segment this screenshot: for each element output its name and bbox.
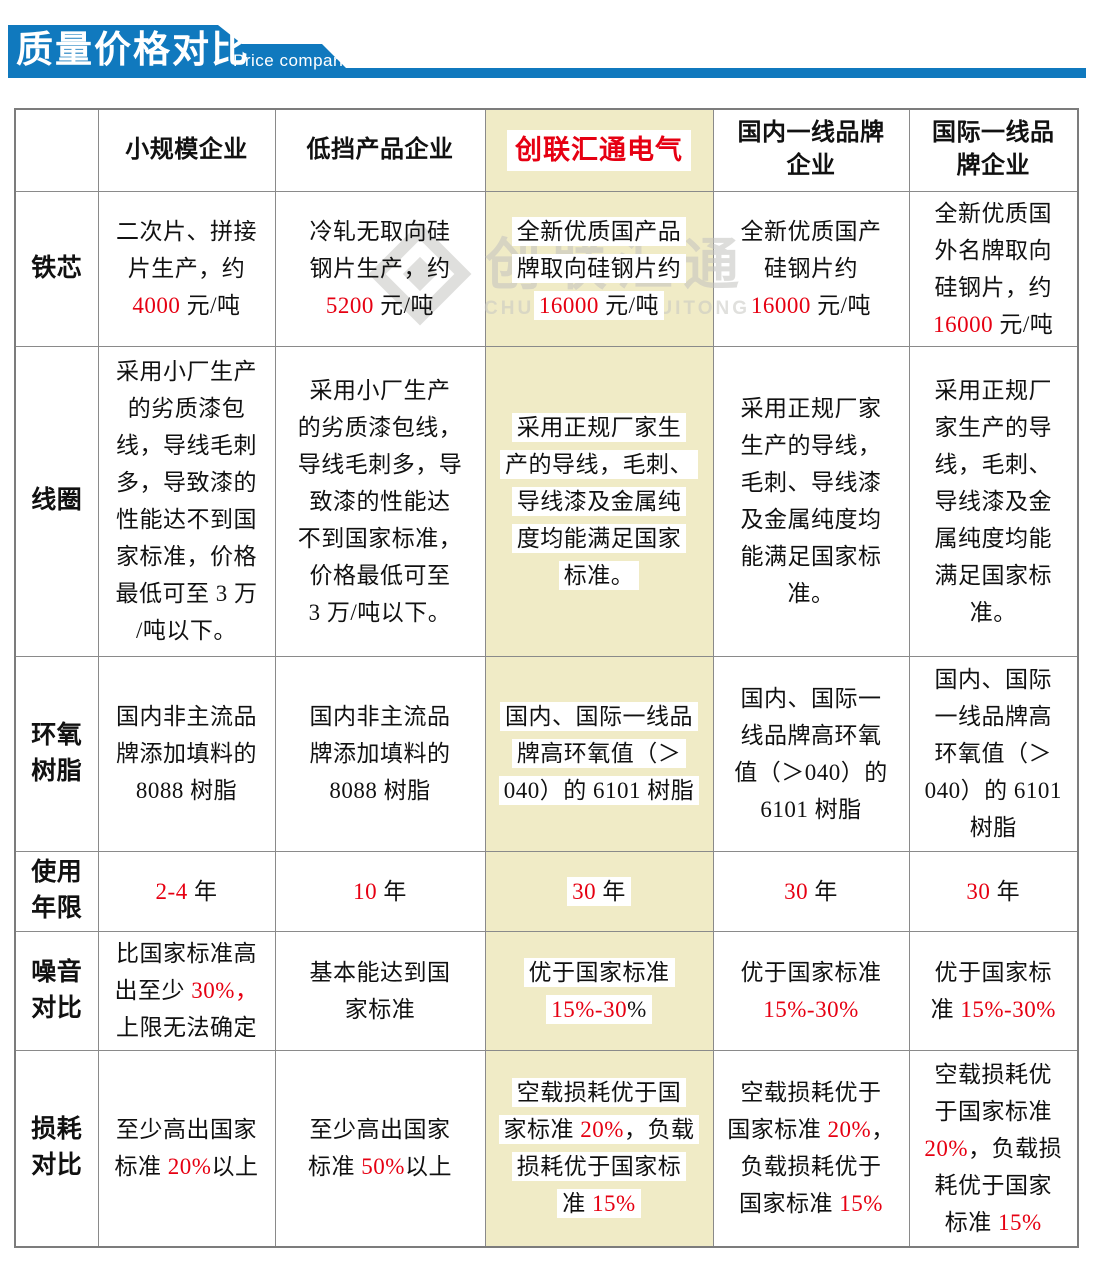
table-cell: 全新优质国产品 牌取向硅钢片约 16000 元/吨 — [484, 190, 714, 347]
cell-text: 10 年 — [353, 878, 407, 904]
table-cell: 采用正规厂家生产的导线，毛刺、导线漆及金属纯度均能满足国家标准。 — [712, 345, 910, 657]
table-cell: 比国家标准高 出至少 30%， 上限无法确定 — [97, 930, 276, 1051]
header-cell: 小规模企业 — [97, 108, 276, 192]
table-cell: 优于国家标准 15%-30% — [712, 930, 910, 1051]
cell-text: 至少高出国家 标准 50%以上 — [308, 1117, 452, 1180]
cell-text: 全新优质国产 硅钢片约 16000 元/吨 — [740, 219, 882, 318]
comparison-table-wrap: 小规模企业 低挡产品企业 创联汇通电气 国内一线品牌 企业 国际一线品 牌企业 铁芯 二次片、… — [14, 108, 1079, 1248]
table-cell: 至少高出国家 标准 50%以上 — [274, 1049, 486, 1248]
table-row: 噪音对比 比国家标准高 出至少 30%， 上限无法确定 基本能达到国 家标准 优于国家标准 1… — [14, 930, 1079, 1051]
cell-text: 二次片、拼接 片生产，约 4000 元/吨 — [116, 219, 257, 318]
table-row: 铁芯 二次片、拼接 片生产，约 4000 元/吨 冷轧无取向硅 钢片生产，约 5200 元/… — [14, 190, 1079, 347]
table-cell: 二次片、拼接 片生产，约 4000 元/吨 — [97, 190, 276, 347]
cell-text: 采用小厂生产 的劣质漆包 线，导线毛刺 多，导致漆的 性能达不到国 家标准，价格 最低可至 … — [115, 359, 258, 643]
cell-text: 2-4 年 — [155, 878, 218, 904]
cell-text: 采用小厂生产 的劣质漆包线， 导线毛刺多，导 致漆的性能达 不到国家标准， 价格最低可至 3… — [297, 377, 463, 625]
cell-text: 至少高出国家 标准 20%以上 — [114, 1117, 259, 1180]
table-cell: 优于国家标准 15%-30% — [908, 930, 1079, 1051]
table-cell: 国内、国际一 线品牌高环氧 值（＞040）的 6101 树脂 — [712, 655, 910, 852]
header-cell-text: 低挡产品企业 — [306, 136, 454, 163]
table-cell: 国内、国际 一线品牌高 环氧值（＞ 040）的 6101 树脂 — [908, 655, 1079, 852]
table-cell: 国内非主流品 牌添加填料的 8088 树脂 — [97, 655, 276, 852]
table-cell: 优于国家标准 15%-30% — [484, 930, 714, 1051]
page-title: 质量价格对比 — [16, 29, 250, 70]
cell-text: 全新优质国 外名牌取向 硅钢片，约 16000 元/吨 — [933, 200, 1054, 337]
table-cell: 30 年 — [712, 850, 910, 932]
table-cell: 基本能达到国 家标准 — [274, 930, 486, 1051]
table-cell: 采用正规厂家生产的导线，毛刺、导线漆及金属纯度均能满足国家标准。 — [484, 345, 714, 657]
table-cell: 空载损耗优于国家标准 20%，负载损耗优于国家标准 15% — [484, 1049, 714, 1248]
banner: 质量价格对比 Price comparison — [0, 0, 1100, 90]
page-subtitle: Price comparison — [233, 51, 373, 70]
header-cell-text: 小规模企业 — [125, 136, 248, 163]
row-label: 铁芯 — [14, 190, 99, 347]
cell-text: 国内、国际 一线品牌高 环氧值（＞ 040）的 6101 树脂 — [924, 667, 1062, 840]
cell-text: 优于国家标准 15%-30% — [490, 954, 709, 1028]
header-row: 小规模企业 低挡产品企业 创联汇通电气 国内一线品牌 企业 国际一线品 牌企业 — [14, 108, 1079, 192]
cell-text: 基本能达到国 家标准 — [309, 959, 451, 1022]
table-cell: 至少高出国家 标准 20%以上 — [97, 1049, 276, 1248]
comparison-table: 小规模企业 低挡产品企业 创联汇通电气 国内一线品牌 企业 国际一线品 牌企业 铁芯 二次片、… — [14, 108, 1079, 1248]
table-cell: 空载损耗优 于国家标准 20%，负载损 耗优于国家 标准 15% — [908, 1049, 1079, 1248]
header-cell: 创联汇通电气 — [484, 108, 714, 192]
table-cell: 国内非主流品 牌添加填料的 8088 树脂 — [274, 655, 486, 852]
table-row: 线圈 采用小厂生产 的劣质漆包 线，导线毛刺 多，导致漆的 性能达不到国 家标准，价格 最低可… — [14, 345, 1079, 657]
row-label: 噪音对比 — [14, 930, 99, 1051]
header-cell-text: 国际一线品 牌企业 — [932, 120, 1055, 180]
cell-text: 比国家标准高 出至少 30%， 上限无法确定 — [114, 941, 259, 1040]
cell-text: 国内、国际一线品 牌高环氧值（＞ 040）的 6101 树脂 — [490, 698, 709, 809]
row-label: 线圈 — [14, 345, 99, 657]
cell-text: 30 年 — [490, 873, 709, 910]
row-label: 使用年限 — [14, 850, 99, 932]
table-row: 环氧树脂 国内非主流品 牌添加填料的 8088 树脂 国内非主流品 牌添加填料的 8088 … — [14, 655, 1079, 852]
table-row: 损耗对比 至少高出国家 标准 20%以上 至少高出国家 标准 50%以上 空载损耗优于国家… — [14, 1049, 1079, 1248]
table-cell: 采用正规厂家生产的导线，毛刺、导线漆及金属纯度均能满足国家标准。 — [908, 345, 1079, 657]
cell-text: 30 年 — [784, 878, 838, 904]
cell-text: 冷轧无取向硅 钢片生产，约 5200 元/吨 — [309, 219, 451, 318]
table-cell: 采用小厂生产 的劣质漆包 线，导线毛刺 多，导致漆的 性能达不到国 家标准，价格 最低可至 … — [97, 345, 276, 657]
row-label: 损耗对比 — [14, 1049, 99, 1248]
table-cell: 全新优质国 外名牌取向 硅钢片，约 16000 元/吨 — [908, 190, 1079, 347]
cell-text: 采用正规厂家生产的导线，毛刺、导线漆及金属纯度均能满足国家标准。 — [740, 396, 882, 606]
cell-text: 国内非主流品 牌添加填料的 8088 树脂 — [309, 704, 451, 803]
cell-text: 国内、国际一 线品牌高环氧 值（＞040）的 6101 树脂 — [734, 685, 888, 822]
table-row: 使用年限 2-4 年 10 年 30 年 30 年 30 年 — [14, 850, 1079, 932]
row-label: 环氧树脂 — [14, 655, 99, 852]
table-cell: 10 年 — [274, 850, 486, 932]
table-cell: 采用小厂生产 的劣质漆包线， 导线毛刺多，导 致漆的性能达 不到国家标准， 价格最低可至 3… — [274, 345, 486, 657]
table-cell: 全新优质国产 硅钢片约 16000 元/吨 — [712, 190, 910, 347]
cell-text: 30 年 — [966, 878, 1021, 904]
table-cell: 2-4 年 — [97, 850, 276, 932]
header-cell: 国内一线品牌 企业 — [712, 108, 910, 192]
cell-text: 国内非主流品 牌添加填料的 8088 树脂 — [116, 704, 257, 803]
cell-text: 采用正规厂家生产的导线，毛刺、导线漆及金属纯度均能满足国家标准。 — [934, 377, 1052, 625]
cell-text: 优于国家标准 15%-30% — [930, 959, 1056, 1022]
cell-text: 采用正规厂家生产的导线，毛刺、导线漆及金属纯度均能满足国家标准。 — [490, 409, 709, 594]
brand-name: 创联汇通电气 — [507, 129, 691, 171]
cell-text: 空载损耗优于国家标准 20%，负载损耗优于国家标准 15% — [490, 1074, 709, 1222]
header-cell — [14, 108, 99, 192]
table-cell: 冷轧无取向硅 钢片生产，约 5200 元/吨 — [274, 190, 486, 347]
table-cell: 30 年 — [484, 850, 714, 932]
table-cell: 空载损耗优于国家标准 20%，负载损耗优于国家标准 15% — [712, 1049, 910, 1248]
table-cell: 国内、国际一线品 牌高环氧值（＞ 040）的 6101 树脂 — [484, 655, 714, 852]
header-cell: 国际一线品 牌企业 — [908, 108, 1079, 192]
header-cell-text: 国内一线品牌 企业 — [737, 120, 885, 180]
header-cell: 低挡产品企业 — [274, 108, 486, 192]
cell-text: 空载损耗优 于国家标准 20%，负载损 耗优于国家 标准 15% — [924, 1061, 1063, 1235]
table-cell: 30 年 — [908, 850, 1079, 932]
cell-text: 全新优质国产品 牌取向硅钢片约 16000 元/吨 — [490, 213, 709, 324]
cell-text: 优于国家标准 15%-30% — [740, 959, 882, 1022]
cell-text: 空载损耗优于国家标准 20%，负载损耗优于国家标准 15% — [727, 1080, 895, 1217]
header-cell-text: 创联汇通电气 — [490, 129, 709, 171]
